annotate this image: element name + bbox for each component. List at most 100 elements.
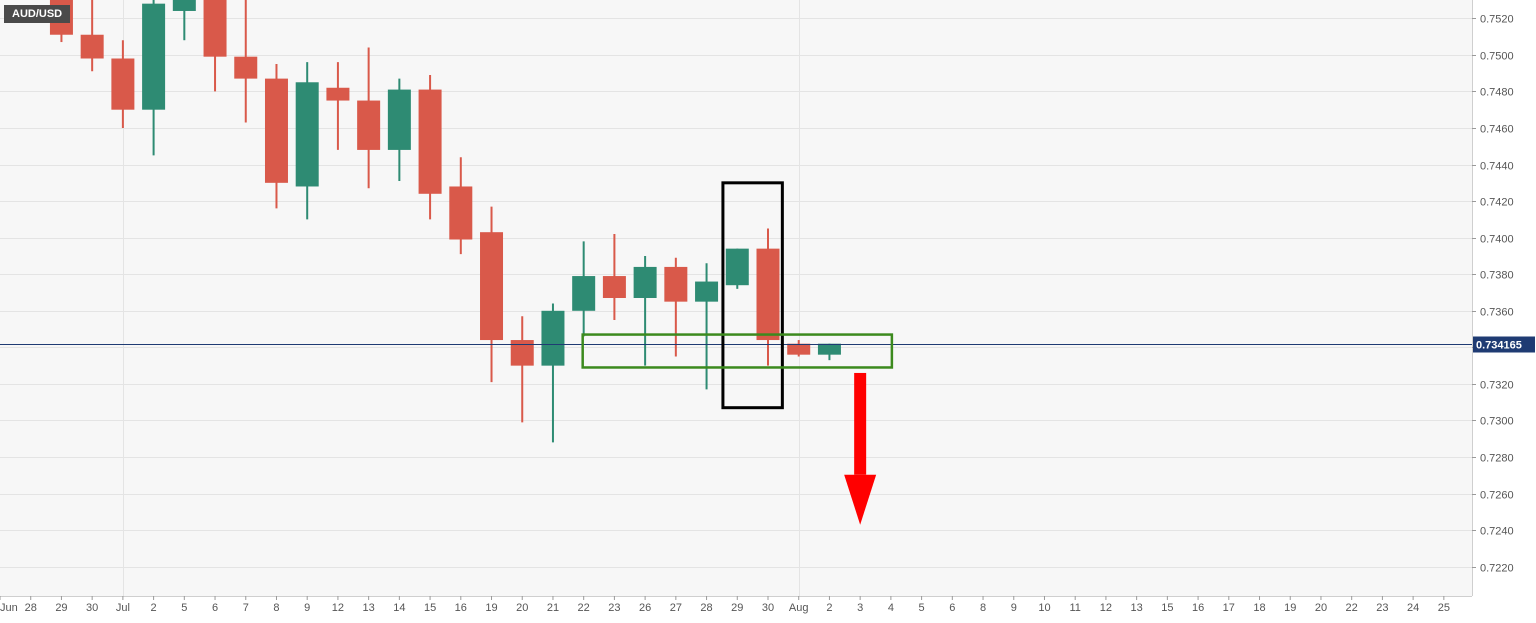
- time-axis-panel: [0, 596, 1536, 618]
- x-tick-label: Aug: [789, 602, 809, 614]
- x-tick-label: Jul: [116, 602, 130, 614]
- candle: [633, 255, 657, 366]
- x-tick-label: 28: [700, 602, 712, 614]
- candle-body: [111, 58, 135, 110]
- signal-box: [721, 181, 784, 410]
- candle-body: [264, 78, 288, 183]
- y-tick-label: 0.7500: [1480, 51, 1514, 63]
- candle-body: [387, 89, 411, 150]
- candle-body: [756, 248, 780, 341]
- y-tick-label: 0.7380: [1480, 270, 1514, 282]
- x-tick-label: 6: [949, 602, 955, 614]
- x-tick-label: 12: [332, 602, 344, 614]
- overlay-layer: [581, 181, 894, 525]
- candle: [203, 0, 227, 92]
- x-tick-label: 12: [1100, 602, 1112, 614]
- x-tick-label: 9: [1011, 602, 1017, 614]
- x-tick-label: 30: [762, 602, 774, 614]
- candle-body: [480, 232, 504, 341]
- candle-body: [142, 3, 166, 110]
- x-tick-label: 5: [919, 602, 925, 614]
- candle-body: [664, 266, 688, 302]
- x-tick-label: 23: [608, 602, 620, 614]
- candle: [664, 257, 688, 357]
- candle: [80, 0, 104, 72]
- x-tick-label: 26: [639, 602, 651, 614]
- candle: [295, 62, 319, 220]
- candle: [387, 78, 411, 181]
- x-tick-label: 2: [151, 602, 157, 614]
- y-tick-label: 0.7320: [1480, 380, 1514, 392]
- x-tick-label: 10: [1038, 602, 1050, 614]
- candle: [264, 63, 288, 209]
- x-tick-label: 23: [1376, 602, 1388, 614]
- candle: [756, 228, 780, 366]
- candle: [357, 47, 381, 189]
- candle: [572, 241, 596, 337]
- x-tick-label: 20: [1315, 602, 1327, 614]
- candle-body: [203, 0, 227, 57]
- last-price-text: 0.734165: [1476, 340, 1522, 352]
- candle-body: [787, 343, 811, 355]
- candle: [418, 74, 442, 220]
- last-price-label: 0.734165: [1473, 336, 1535, 353]
- x-tick-label: 30: [86, 602, 98, 614]
- grid-lines: [0, 0, 1472, 596]
- candle-body: [602, 276, 626, 298]
- x-tick-label: 13: [1131, 602, 1143, 614]
- candle-body: [326, 87, 350, 101]
- x-tick-label: 22: [1346, 602, 1358, 614]
- x-tick-label: 22: [578, 602, 590, 614]
- candle-body: [572, 276, 596, 311]
- candle-body: [541, 310, 565, 366]
- x-tick-label: 4: [888, 602, 894, 614]
- x-tick-label: 21: [547, 602, 559, 614]
- y-tick-label: 0.7520: [1480, 14, 1514, 26]
- x-tick-label: 8: [980, 602, 986, 614]
- x-tick-label: 8: [273, 602, 279, 614]
- candle: [725, 248, 749, 289]
- x-tick-label: 14: [393, 602, 405, 614]
- plot-area: [0, 0, 1472, 596]
- x-tick-label: 29: [55, 602, 67, 614]
- candle: [142, 0, 166, 156]
- down-arrow-head: [844, 474, 877, 525]
- candle-body: [80, 34, 104, 59]
- x-tick-label: 20: [516, 602, 528, 614]
- candle-body: [418, 89, 442, 194]
- candle-body: [817, 343, 841, 355]
- x-tick-label: 3: [857, 602, 863, 614]
- x-tick-label: 29: [731, 602, 743, 614]
- x-tick-label: 2: [826, 602, 832, 614]
- x-tick-label: 18: [1253, 602, 1265, 614]
- x-tick-label: 19: [1284, 602, 1296, 614]
- candle: [326, 62, 350, 150]
- candle-body: [295, 82, 319, 187]
- candle: [172, 0, 196, 41]
- candle: [449, 157, 473, 255]
- x-axis-ticks: Jun 28 29 30 Jul 2 5 6 7 8 9 12 13 14 15 16 19 20 21 22 23 26…: [0, 596, 1450, 614]
- y-tick-label: 0.7260: [1480, 490, 1514, 502]
- candle-body: [633, 266, 657, 298]
- x-tick-label: Jun: [0, 602, 18, 614]
- x-tick-label: 15: [1161, 602, 1173, 614]
- x-tick-label: 28: [25, 602, 37, 614]
- y-tick-label: 0.7420: [1480, 197, 1514, 209]
- x-tick-label: 16: [455, 602, 467, 614]
- y-tick-label: 0.7440: [1480, 161, 1514, 173]
- candle-body: [695, 281, 719, 302]
- y-tick-label: 0.7360: [1480, 307, 1514, 319]
- candle-body: [510, 340, 534, 366]
- down-arrow-shaft: [854, 372, 867, 475]
- candle-body: [449, 186, 473, 240]
- y-tick-label: 0.7460: [1480, 124, 1514, 136]
- candle: [480, 206, 504, 383]
- candle: [541, 303, 565, 443]
- x-tick-label: 15: [424, 602, 436, 614]
- candle: [602, 234, 626, 320]
- x-tick-label: 17: [1223, 602, 1235, 614]
- x-tick-label: 13: [363, 602, 375, 614]
- y-tick-label: 0.7240: [1480, 526, 1514, 538]
- symbol-badge: AUD/USD: [4, 5, 71, 23]
